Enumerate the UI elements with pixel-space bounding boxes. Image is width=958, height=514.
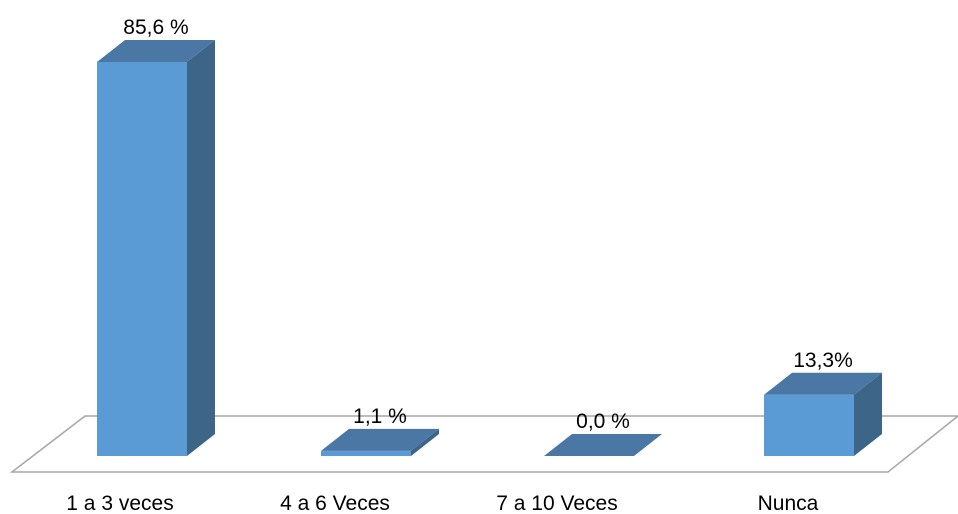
data-label-4: 13,3% — [793, 349, 853, 372]
bar-top-4 — [764, 372, 882, 395]
data-label-1: 85,6 % — [123, 16, 188, 39]
bar-front-4 — [764, 394, 854, 456]
bar-4 — [764, 372, 882, 456]
category-label-4: Nunca — [758, 492, 819, 514]
data-label-2: 1,1 % — [353, 405, 407, 428]
bar-3 — [544, 434, 662, 456]
bar-top-2 — [321, 428, 439, 451]
bar-1 — [97, 40, 215, 456]
bar-2 — [321, 428, 439, 456]
bar-front-2 — [321, 450, 411, 456]
data-labels-group: 85,6 % 1,1 % 0,0 % 13,3% — [123, 16, 852, 433]
bar-front-1 — [97, 62, 187, 456]
bar-side-2 — [411, 428, 439, 456]
bars-group — [97, 40, 882, 456]
bar-top-1 — [97, 40, 215, 62]
category-labels-group: 1 a 3 veces 4 a 6 Veces 7 a 10 Veces Nunca — [66, 492, 818, 514]
data-label-3: 0,0 % — [576, 410, 630, 433]
bar-top-3 — [544, 434, 662, 456]
category-label-3: 7 a 10 Veces — [496, 492, 617, 514]
bar-side-1 — [187, 40, 215, 456]
category-label-1: 1 a 3 veces — [66, 492, 173, 514]
category-label-2: 4 a 6 Veces — [280, 492, 390, 514]
bar-side-4 — [854, 372, 882, 456]
chart-floor — [9, 415, 958, 473]
